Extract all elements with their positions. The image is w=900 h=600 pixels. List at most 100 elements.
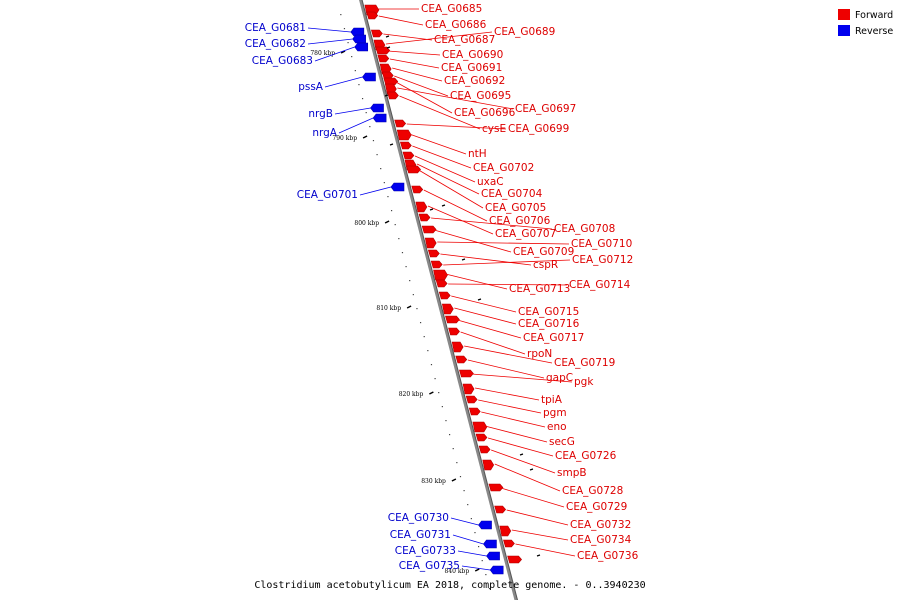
scale-dot [470,518,472,520]
scale-dot [351,56,353,58]
scale-dot [369,126,371,128]
reverse-gene-label[interactable]: nrgA [312,127,337,139]
reverse-gene-label[interactable]: pssA [298,81,324,93]
forward-gene-label[interactable]: rpoN [527,348,552,360]
forward-gene-label[interactable]: CEA_G0691 [441,62,502,74]
scale-dot [448,434,451,436]
forward-gene-label[interactable]: CEA_G0715 [518,306,579,318]
forward-gene-label[interactable]: CEA_G0702 [473,162,534,174]
forward-gene-leader [409,133,467,155]
forward-gene-label[interactable]: ntH [468,148,487,160]
forward-gene-label[interactable]: CEA_G0712 [572,254,633,266]
forward-gene-label[interactable]: tpiA [541,394,563,406]
forward-gene-label[interactable]: CEA_G0685 [421,3,482,15]
reverse-gene-block [478,520,492,530]
forward-gene-label[interactable]: CEA_G0736 [577,550,639,562]
forward-gene-label[interactable]: CEA_G0686 [425,19,487,31]
forward-gene-label[interactable]: CEA_G0728 [562,485,623,497]
reverse-gene-label[interactable]: CEA_G0682 [245,38,306,50]
forward-gene-leader [467,359,545,379]
strand-marker [385,35,390,38]
forward-gene-label[interactable]: CEA_G0689 [494,26,555,38]
forward-gene-label[interactable]: cysE [482,123,506,135]
reverse-gene-block [483,539,497,549]
forward-gene-label[interactable]: uxaC [477,176,504,188]
forward-gene-leader [418,169,484,209]
legend-forward-label: Forward [855,10,893,21]
forward-gene-block [438,291,451,300]
forward-gene-label[interactable]: secG [549,436,575,448]
forward-gene-label[interactable]: CEA_G0714 [569,279,631,291]
forward-gene-label[interactable]: CEA_G0697 [515,103,576,115]
forward-gene-label[interactable]: CEA_G0707 [495,228,556,240]
reverse-gene-label[interactable]: CEA_G0681 [245,22,306,34]
reverse-gene-label[interactable]: CEA_G0683 [252,55,313,67]
scale-dot [481,560,483,562]
strand-marker [461,258,466,261]
forward-gene-block [441,303,454,315]
forward-gene-block [406,165,421,174]
reverse-gene-block [370,103,384,113]
forward-gene-label[interactable]: CEA_G0706 [489,215,551,227]
genome-backbone-shadow [361,0,519,600]
forward-gene-leader [434,229,512,253]
forward-gene-leader [500,487,565,508]
forward-gene-label[interactable]: pgm [543,407,567,419]
forward-gene-label[interactable]: CEA_G0719 [554,357,615,369]
forward-gene-label[interactable]: CEA_G0690 [442,49,503,61]
forward-gene-label[interactable]: CEA_G0726 [555,450,617,462]
reverse-gene-label[interactable]: nrgB [308,108,333,120]
forward-gene-leader [378,15,424,26]
forward-gene-label[interactable]: CEA_G0709 [513,246,574,258]
reverse-gene-label[interactable]: CEA_G0731 [390,529,451,541]
strand-marker [386,46,391,49]
forward-gene-label[interactable]: CEA_G0732 [570,519,631,531]
scale-dot [343,28,346,30]
forward-gene-leader [443,259,571,266]
forward-gene-leader [412,145,472,169]
forward-gene-block [499,525,512,537]
legend-reverse-swatch [838,25,850,36]
forward-gene-block [455,355,468,364]
forward-gene-block [430,260,443,269]
forward-gene-label[interactable]: CEA_G0734 [570,534,632,546]
strand-marker [429,208,434,211]
forward-gene-label[interactable]: CEA_G0696 [454,107,516,119]
forward-gene-label[interactable]: CEA_G0713 [509,283,570,295]
scale-dot [423,336,425,338]
reverse-gene-label[interactable]: CEA_G0735 [399,560,460,572]
forward-gene-label[interactable]: CEA_G0708 [554,223,615,235]
forward-gene-label[interactable]: pgk [574,376,594,388]
forward-gene-label[interactable]: CEA_G0695 [450,90,511,102]
forward-gene-label[interactable]: CEA_G0687 [434,34,495,46]
forward-gene-label[interactable]: CEA_G0705 [485,202,546,214]
forward-gene-label[interactable]: smpB [557,467,587,479]
scale-dot [474,532,476,534]
forward-gene-label[interactable]: CEA_G0692 [444,75,505,87]
forward-gene-label[interactable]: CEA_G0729 [566,501,627,513]
forward-gene-label[interactable]: CEA_G0716 [518,318,580,330]
scale-dot [365,112,367,114]
legend-forward-swatch [838,9,850,20]
scale-dot [347,42,349,44]
forward-gene-label[interactable]: cspR [533,259,558,271]
forward-gene-label[interactable]: CEA_G0717 [523,332,584,344]
reverse-gene-label[interactable]: CEA_G0733 [395,545,456,557]
scale-dot [380,168,382,170]
reverse-gene-label[interactable]: CEA_G0730 [388,512,449,524]
forward-gene-label[interactable]: CEA_G0710 [571,238,632,250]
forward-gene-block [387,91,399,100]
reverse-gene-leader [314,46,355,62]
reverse-gene-label[interactable]: CEA_G0701 [297,189,358,201]
forward-gene-label[interactable]: CEA_G0704 [481,188,543,200]
forward-gene-block [482,459,495,471]
reverse-gene-leader [307,27,351,33]
forward-gene-label[interactable]: eno [547,421,567,433]
forward-gene-label[interactable]: CEA_G0699 [508,123,569,135]
forward-gene-leader [506,509,569,526]
forward-gene-leader [406,123,507,130]
scale-dot [398,238,400,240]
reverse-gene-block [489,565,504,575]
forward-gene-leader [394,75,449,97]
forward-gene-label[interactable]: gapC [546,372,573,384]
